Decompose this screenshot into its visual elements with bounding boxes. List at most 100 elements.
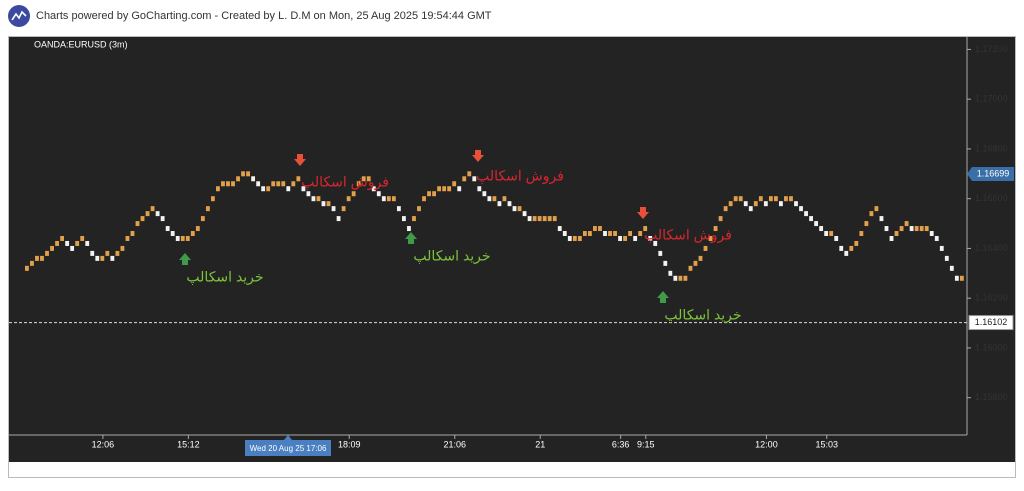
- y-tick-label: 1.17000: [975, 94, 1008, 104]
- brick: [65, 240, 70, 246]
- brick: [145, 211, 150, 217]
- brick: [467, 171, 472, 177]
- brick: [110, 255, 115, 261]
- header-text: Charts powered by GoCharting.com - Creat…: [36, 10, 492, 22]
- brick: [753, 201, 758, 207]
- brick: [663, 260, 668, 266]
- brick: [381, 196, 386, 202]
- brick: [653, 240, 658, 246]
- brick: [638, 231, 643, 237]
- brick: [482, 191, 487, 197]
- brick: [452, 181, 457, 187]
- brick: [733, 196, 738, 202]
- crosshair-pointer: [284, 435, 292, 440]
- brick: [311, 196, 316, 202]
- brick: [462, 176, 467, 182]
- brick: [804, 211, 808, 217]
- brick: [673, 275, 678, 281]
- brick: [768, 196, 773, 202]
- brick: [180, 235, 185, 241]
- y-tick-label: 1.16800: [975, 143, 1008, 153]
- brick: [386, 196, 391, 202]
- buy-arrow: [179, 253, 191, 265]
- brick: [944, 255, 949, 261]
- brick: [226, 181, 230, 187]
- sell-arrow: [472, 150, 484, 162]
- brick: [507, 201, 512, 207]
- brick: [713, 226, 718, 232]
- brick: [356, 181, 361, 187]
- brick: [794, 201, 798, 207]
- brick: [643, 226, 648, 232]
- brick: [251, 176, 256, 182]
- brick: [160, 216, 165, 222]
- brick: [326, 201, 331, 207]
- brick: [296, 176, 301, 182]
- brick: [371, 186, 376, 192]
- brick: [412, 216, 416, 222]
- brick: [266, 186, 271, 192]
- brick: [698, 255, 703, 261]
- brick: [105, 250, 110, 256]
- brick: [447, 186, 452, 192]
- brick: [527, 216, 532, 222]
- x-tick-label: 15:12: [177, 439, 200, 449]
- brick: [728, 201, 733, 207]
- brick: [216, 186, 220, 192]
- brick: [30, 260, 34, 266]
- last-price-tag: [967, 167, 1014, 182]
- brick: [587, 231, 592, 237]
- brick: [246, 171, 251, 177]
- brick: [210, 196, 215, 202]
- brick: [899, 226, 904, 232]
- x-tick-label: 21:06: [444, 439, 467, 449]
- brick: [557, 226, 562, 232]
- reference-label: 1.16102: [975, 317, 1008, 327]
- chart-title: OANDA:EURUSD (3m): [34, 39, 128, 49]
- brick: [402, 216, 406, 222]
- x-tick-label: 12:00: [755, 439, 778, 449]
- brick: [929, 231, 934, 237]
- brick: [407, 226, 411, 232]
- brick: [959, 275, 964, 281]
- brick: [738, 196, 743, 202]
- brick: [487, 196, 492, 202]
- brick: [150, 206, 155, 212]
- brick: [683, 275, 688, 281]
- brick: [668, 270, 673, 276]
- brick: [773, 196, 778, 202]
- sell-arrow: [294, 154, 306, 166]
- brick: [361, 176, 366, 182]
- brick: [593, 226, 597, 232]
- brick: [331, 206, 336, 212]
- brick: [789, 196, 793, 202]
- brick: [155, 211, 160, 217]
- brick: [547, 216, 552, 222]
- brick: [95, 255, 100, 261]
- brick: [120, 245, 125, 251]
- brick: [351, 191, 356, 197]
- brick: [864, 221, 869, 227]
- y-tick-label: 1.16200: [975, 293, 1008, 303]
- brick: [658, 250, 663, 256]
- brick: [623, 235, 628, 241]
- brick: [497, 201, 502, 207]
- brick: [894, 231, 899, 237]
- brick: [417, 206, 421, 212]
- logo-icon: [11, 10, 27, 21]
- brick: [55, 240, 59, 246]
- brick: [824, 231, 829, 237]
- brick: [919, 226, 924, 232]
- brick: [165, 226, 170, 232]
- brick: [743, 201, 748, 207]
- brick: [849, 245, 854, 251]
- brick: [281, 181, 286, 187]
- brick: [366, 176, 371, 182]
- brick: [472, 176, 477, 182]
- brick: [839, 245, 844, 251]
- y-tick-label: 1.16400: [975, 243, 1008, 253]
- brick: [648, 235, 653, 241]
- brick: [693, 260, 698, 266]
- brick: [90, 250, 95, 256]
